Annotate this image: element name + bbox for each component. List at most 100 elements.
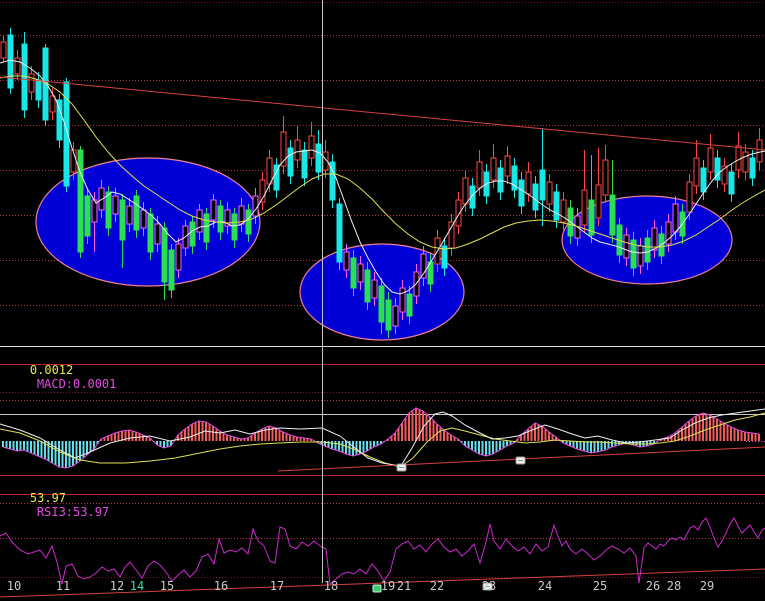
macd-dea-line [0,412,765,468]
macd-bar-positive [131,431,134,441]
macd-bar-negative [12,441,15,450]
candle-down [273,164,280,191]
macd-bar-positive [415,408,417,441]
candle-up [399,287,406,313]
macd-bar-negative [345,441,347,454]
candle-up [602,159,609,196]
candle-up [546,181,553,205]
macd-bar-negative [579,441,582,450]
candle-up [343,251,350,271]
candle-up [266,157,273,185]
macd-bar-positive [387,439,389,441]
macd-bar-negative [37,441,39,456]
candle-up [14,57,21,75]
candle-up [357,263,364,283]
macd-bar-negative [86,441,88,455]
macd-bar-negative [562,441,564,443]
macd-bar-positive [520,435,522,441]
macd-bar-positive [432,420,435,441]
macd-bar-negative [597,441,599,452]
macd-bar-negative [96,441,99,444]
price-ma-white-line [0,59,765,295]
macd-bar-positive [726,425,729,441]
candle-down [728,171,735,195]
macd-bar-positive [285,433,288,441]
macd-bar-negative [89,441,92,452]
candle-up [196,209,203,233]
macd-bar-positive [184,429,186,441]
macd-bar-positive [275,428,277,441]
macd-bar-positive [404,418,407,441]
macd-bar-negative [481,441,484,455]
macd-bar-positive [663,438,666,441]
macd-bar-negative [324,441,326,446]
macd-bar-negative [5,441,8,448]
macd-bar-negative [23,441,25,450]
candle-down [105,191,112,229]
macd-bar-negative [72,441,74,466]
macd-bar-negative [19,441,22,451]
macd-bar-positive [100,439,102,441]
macd-bar-positive [758,434,760,441]
macd-bar-positive [530,426,533,441]
macd-bar-positive [310,439,312,441]
macd-bar-negative [9,441,11,449]
macd-bar-negative [93,441,95,449]
macd-bar-negative [488,441,491,455]
macd-bar-positive [149,438,151,441]
x-axis-label-15: 15 [160,579,174,593]
macd-bar-positive [698,414,701,441]
macd-bar-positive [401,423,403,441]
macd-bar-positive [555,437,557,441]
macd-dea-value: 0.0012 [29,363,74,377]
candle-down [63,81,70,187]
candle-down [329,161,336,201]
macd-bar-positive [390,436,393,441]
candle-down [350,257,357,289]
candle-down [84,195,91,237]
macd-bar-positive [544,429,547,441]
macd-bar-positive [114,433,116,441]
macd-bar-negative [369,441,372,449]
macd-bar-positive [191,424,193,441]
macd-bar-negative [373,441,375,447]
macd-bar-negative [600,441,603,451]
candle-down [539,169,546,201]
macd-bar-positive [541,426,543,441]
candle-down [700,167,707,193]
macd-bar-negative [75,441,78,464]
candle-up [721,165,728,185]
macd-bar-negative [16,441,18,451]
candle-up [560,199,567,223]
candle-down [119,199,126,241]
macd-bar-positive [233,437,235,441]
macd-bar-positive [135,432,137,441]
macd-bar-positive [744,432,746,441]
macd-bar-positive [411,410,414,441]
candle-up [581,189,588,226]
macd-bar-positive [257,431,260,441]
macd-bar-positive [212,426,214,441]
macd-bar-positive [422,411,424,441]
rsi-green-marker[interactable] [372,584,382,593]
macd-bar-negative [33,441,36,455]
candle-up [756,139,763,163]
candle-down [301,149,308,179]
macd-bar-positive [303,438,305,441]
candle-up [308,135,315,159]
macd-bar-positive [243,438,246,441]
candle-up [224,209,231,227]
macd-bar-negative [506,441,508,446]
candle-up [0,41,7,59]
macd-bar-positive [730,427,732,441]
candle-down [644,237,651,263]
macd-bar-positive [688,421,690,441]
x-axis-label-10: 10 [7,579,21,593]
macd-bar-positive [751,433,753,441]
candle-down [364,269,371,303]
macd-bar-positive [705,414,708,441]
candle-down [497,167,504,193]
candle-down [315,143,322,173]
